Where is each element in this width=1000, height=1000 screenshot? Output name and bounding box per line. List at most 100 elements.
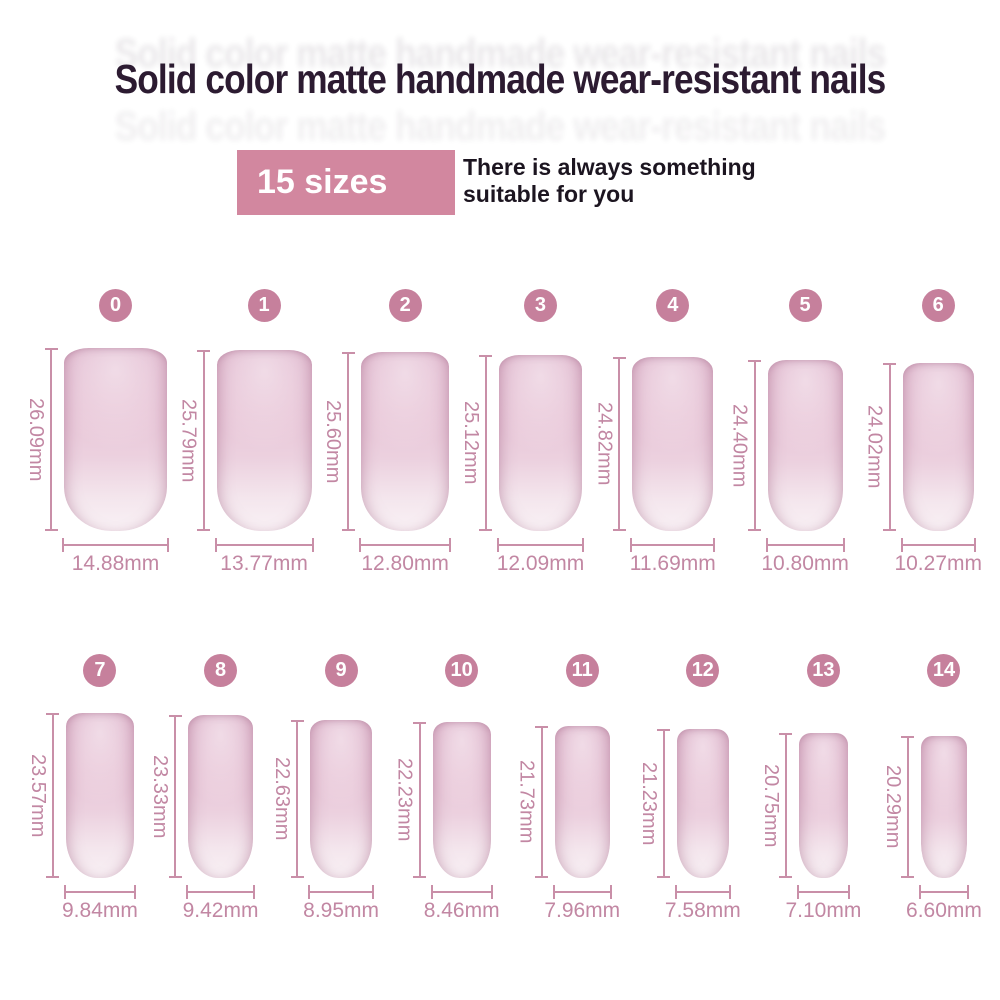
height-measure-line bbox=[748, 360, 762, 531]
width-label: 7.58mm bbox=[664, 899, 741, 922]
size-number-badge: 2 bbox=[388, 289, 422, 322]
width-measure-line bbox=[214, 538, 314, 552]
nail-holder: 24.02mm bbox=[864, 363, 974, 531]
nail-photo bbox=[767, 360, 843, 531]
height-label: 21.73mm bbox=[515, 760, 538, 844]
height-measure: 23.57mm bbox=[26, 713, 60, 878]
size-number-badge: 5 bbox=[788, 289, 822, 322]
height-measure: 25.79mm bbox=[177, 350, 211, 531]
nail-photo bbox=[554, 726, 610, 878]
width-label: 7.10mm bbox=[785, 899, 862, 922]
size-column-4: 4 24.82mm 11.69mm bbox=[593, 289, 716, 576]
height-label: 25.79mm bbox=[177, 398, 200, 483]
width-label: 9.84mm bbox=[62, 899, 138, 922]
height-label: 20.75mm bbox=[759, 763, 782, 848]
size-number-badge: 0 bbox=[99, 289, 132, 322]
size-column-1: 1 25.79mm 13.77mm bbox=[178, 289, 314, 576]
nail-photo bbox=[361, 352, 450, 531]
nail-holder: 23.57mm bbox=[27, 713, 134, 878]
width-label: 8.95mm bbox=[303, 899, 380, 922]
width-label: 8.46mm bbox=[423, 899, 500, 922]
size-number-badge: 7 bbox=[83, 654, 117, 687]
width-measure-line bbox=[186, 885, 255, 899]
height-measure-line bbox=[290, 720, 304, 878]
height-measure: 22.23mm bbox=[393, 722, 427, 878]
width-label: 14.88mm bbox=[71, 552, 160, 575]
width-label: 7.96mm bbox=[544, 899, 621, 922]
nail-holder: 26.09mm bbox=[25, 348, 167, 531]
width-label: 9.42mm bbox=[182, 899, 259, 922]
size-number-badge: 8 bbox=[204, 654, 237, 687]
height-label: 25.12mm bbox=[459, 401, 482, 485]
height-measure-line bbox=[168, 715, 182, 878]
size-number-badge: 11 bbox=[565, 654, 599, 687]
nail-holder: 25.12mm bbox=[460, 355, 582, 531]
height-label: 23.57mm bbox=[26, 753, 49, 838]
size-number-badge: 9 bbox=[324, 654, 358, 687]
size-column-12: 12 21.23mm 7.58mm bbox=[638, 654, 741, 923]
height-measure-line bbox=[657, 729, 671, 878]
width-measure-line bbox=[630, 538, 716, 552]
height-label: 22.63mm bbox=[271, 757, 294, 841]
height-measure: 22.63mm bbox=[270, 720, 304, 878]
height-measure-line bbox=[883, 363, 897, 531]
nail-photo bbox=[920, 736, 967, 878]
height-measure-line bbox=[779, 733, 793, 878]
width-measure-line bbox=[359, 538, 452, 552]
height-label: 25.60mm bbox=[322, 399, 345, 484]
height-measure-line bbox=[535, 726, 549, 878]
width-label: 13.77mm bbox=[220, 552, 308, 575]
height-measure: 20.29mm bbox=[881, 736, 915, 878]
width-measure-line bbox=[430, 885, 493, 899]
size-column-9: 9 22.63mm 8.95mm bbox=[271, 654, 380, 923]
nail-holder: 24.82mm bbox=[593, 357, 714, 531]
height-measure-line bbox=[413, 722, 427, 878]
nail-photo bbox=[632, 357, 714, 531]
height-measure: 24.02mm bbox=[863, 363, 897, 531]
nail-holder: 20.29mm bbox=[882, 736, 967, 878]
promo-section: 15 sizes There is always something suita… bbox=[237, 150, 1000, 215]
nail-holder: 23.33mm bbox=[149, 715, 253, 878]
nail-photo bbox=[498, 355, 582, 531]
height-measure: 25.12mm bbox=[459, 355, 493, 531]
height-measure: 26.09mm bbox=[24, 348, 58, 531]
size-column-0: 0 26.09mm 14.88mm bbox=[25, 289, 169, 576]
tagline-line-1: There is always something bbox=[463, 154, 756, 180]
width-measure-line bbox=[918, 885, 969, 899]
nail-holder: 25.60mm bbox=[322, 352, 450, 531]
height-label: 24.82mm bbox=[593, 402, 616, 486]
height-label: 20.29mm bbox=[881, 765, 904, 849]
nail-photo bbox=[310, 720, 373, 878]
height-measure-line bbox=[479, 355, 493, 531]
height-label: 21.23mm bbox=[637, 761, 660, 846]
width-measure-line bbox=[765, 538, 845, 552]
size-column-5: 5 24.40mm 10.80mm bbox=[729, 289, 849, 576]
height-measure: 20.75mm bbox=[759, 733, 793, 878]
size-column-13: 13 20.75mm 7.10mm bbox=[760, 654, 862, 923]
size-column-14: 14 20.29mm 6.60mm bbox=[882, 654, 982, 923]
width-label: 6.60mm bbox=[906, 899, 982, 922]
width-measure-line bbox=[308, 885, 375, 899]
width-measure-line bbox=[62, 538, 169, 552]
nail-photo bbox=[216, 350, 312, 531]
width-label: 10.80mm bbox=[761, 552, 849, 575]
size-number-badge: 13 bbox=[806, 654, 840, 687]
height-label: 26.09mm bbox=[25, 397, 47, 482]
height-measure-line bbox=[44, 348, 58, 531]
width-label: 12.09mm bbox=[496, 552, 585, 575]
size-row-1: 0 26.09mm 14.88mm 1 25.79mm 13.77mm 2 25.60mm 12… bbox=[18, 289, 982, 576]
nail-holder: 20.75mm bbox=[760, 733, 848, 878]
nail-holder: 21.23mm bbox=[638, 729, 729, 878]
height-measure-line bbox=[341, 352, 355, 531]
nail-photo bbox=[432, 722, 491, 878]
height-measure: 23.33mm bbox=[148, 715, 182, 878]
sizes-count-badge: 15 sizes bbox=[237, 150, 455, 215]
size-column-7: 7 23.57mm 9.84mm bbox=[27, 654, 138, 923]
width-measure-line bbox=[63, 885, 136, 899]
page-title: Solid color matte handmade wear-resistan… bbox=[114, 56, 887, 102]
size-number-badge: 3 bbox=[523, 289, 557, 322]
height-label: 23.33mm bbox=[149, 754, 171, 839]
width-label: 11.69mm bbox=[629, 552, 716, 575]
nail-holder: 24.40mm bbox=[729, 360, 843, 531]
